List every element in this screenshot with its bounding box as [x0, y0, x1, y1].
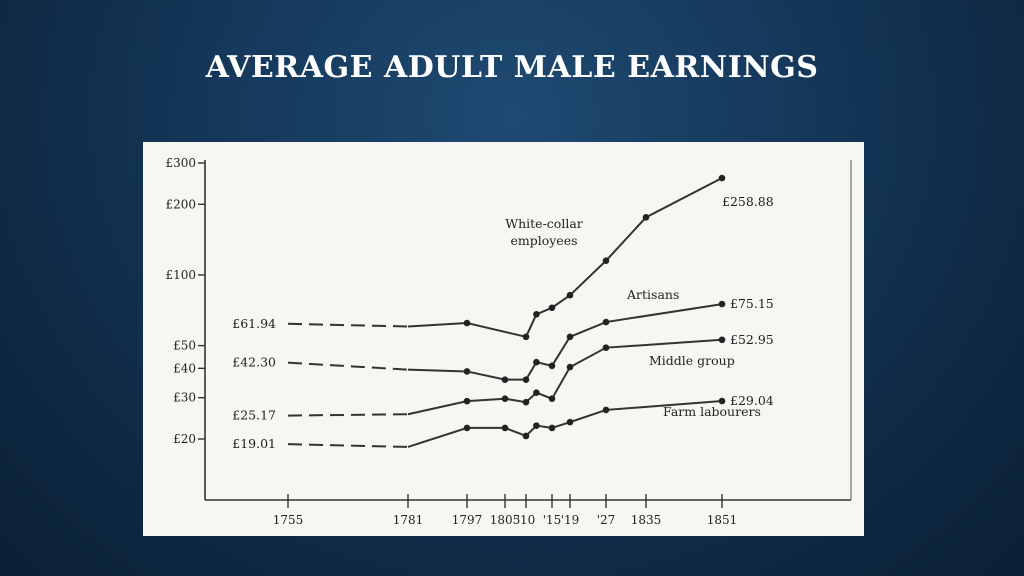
- x-tick-label: 1797: [452, 513, 483, 527]
- data-point: [548, 424, 556, 432]
- y-tick-label: £20: [173, 432, 196, 446]
- data-point: [522, 432, 530, 440]
- x-tick-label: '27: [597, 513, 616, 527]
- series-name-label: Middle group: [649, 353, 735, 368]
- x-tick-label: 1755: [273, 513, 304, 527]
- earnings-line-chart: £300 £200 £100 £50 £40 £30 £20 1755 1781 1797 1805…: [165, 156, 852, 527]
- series-name-label: White-collar: [505, 216, 583, 231]
- x-tick-label: '10: [517, 513, 536, 527]
- series-end-label: £52.95: [730, 332, 774, 347]
- data-point: [718, 336, 726, 344]
- data-point: [602, 406, 610, 414]
- series-dashed-segment: [287, 413, 409, 417]
- data-point: [718, 174, 726, 182]
- data-point: [566, 363, 574, 371]
- ticks: £300 £200 £100 £50 £40 £30 £20 1755 1781 1797 1805…: [165, 156, 737, 527]
- slide-title: AVERAGE ADULT MALE EARNINGS: [205, 50, 819, 85]
- data-point: [642, 214, 650, 221]
- series-start-label: £42.30: [232, 355, 276, 370]
- data-point: [566, 418, 574, 426]
- series-points: [463, 174, 726, 440]
- data-point: [533, 310, 540, 318]
- data-point: [522, 398, 530, 406]
- series-name-label: employees: [510, 233, 577, 248]
- series-name-label: Artisans: [626, 287, 679, 302]
- data-point: [566, 333, 574, 341]
- data-point: [548, 395, 556, 402]
- data-point: [548, 362, 556, 370]
- data-point: [718, 397, 726, 405]
- series-end-label: £258.88: [722, 194, 774, 209]
- y-tick-label: £100: [165, 268, 196, 282]
- x-tick-label: 1781: [393, 513, 424, 527]
- data-point: [533, 358, 540, 366]
- series-line: [407, 177, 723, 338]
- data-point: [522, 376, 530, 383]
- y-tick-label: £30: [173, 391, 196, 405]
- series-dashed-segment: [287, 443, 409, 448]
- data-point: [533, 422, 540, 429]
- series-dashed-segment: [287, 361, 409, 371]
- series-start-label: £25.17: [232, 408, 276, 423]
- data-point: [501, 424, 509, 432]
- data-point: [463, 319, 471, 327]
- x-tick-label: 1835: [631, 513, 662, 527]
- data-point: [463, 368, 471, 375]
- data-point: [602, 318, 610, 326]
- data-point: [602, 344, 610, 351]
- data-point: [533, 389, 540, 397]
- series-start-label: £19.01: [232, 436, 276, 451]
- data-point: [463, 397, 471, 405]
- y-tick-label: £40: [173, 361, 196, 375]
- chart-figure: £300 £200 £100 £50 £40 £30 £20 1755 1781 1797 1805…: [143, 142, 864, 536]
- series-dashed-segment: [287, 322, 409, 328]
- y-tick-label: £300: [165, 156, 196, 170]
- series-line: [407, 303, 723, 381]
- x-tick-label: 1805: [490, 513, 521, 527]
- data-point: [501, 376, 509, 383]
- x-tick-label: '15: [543, 513, 562, 527]
- y-tick-label: £200: [165, 197, 196, 211]
- series-end-label: £29.04: [730, 393, 774, 408]
- series-labels: £61.94 £258.88 White-collar employees £42.30…: [232, 194, 774, 451]
- data-point: [602, 257, 610, 265]
- series-start-label: £61.94: [232, 316, 276, 331]
- data-point: [718, 300, 726, 308]
- axes: [204, 160, 852, 501]
- data-point: [548, 304, 556, 312]
- data-point: [566, 291, 574, 299]
- series-end-label: £75.15: [730, 296, 774, 311]
- x-tick-label: 1851: [707, 513, 738, 527]
- y-tick-label: £50: [173, 339, 196, 353]
- x-tick-label: '19: [561, 513, 580, 527]
- data-point: [522, 333, 530, 341]
- data-point: [501, 395, 509, 402]
- series-name-label: Farm labourers: [663, 404, 761, 419]
- data-point: [463, 424, 471, 432]
